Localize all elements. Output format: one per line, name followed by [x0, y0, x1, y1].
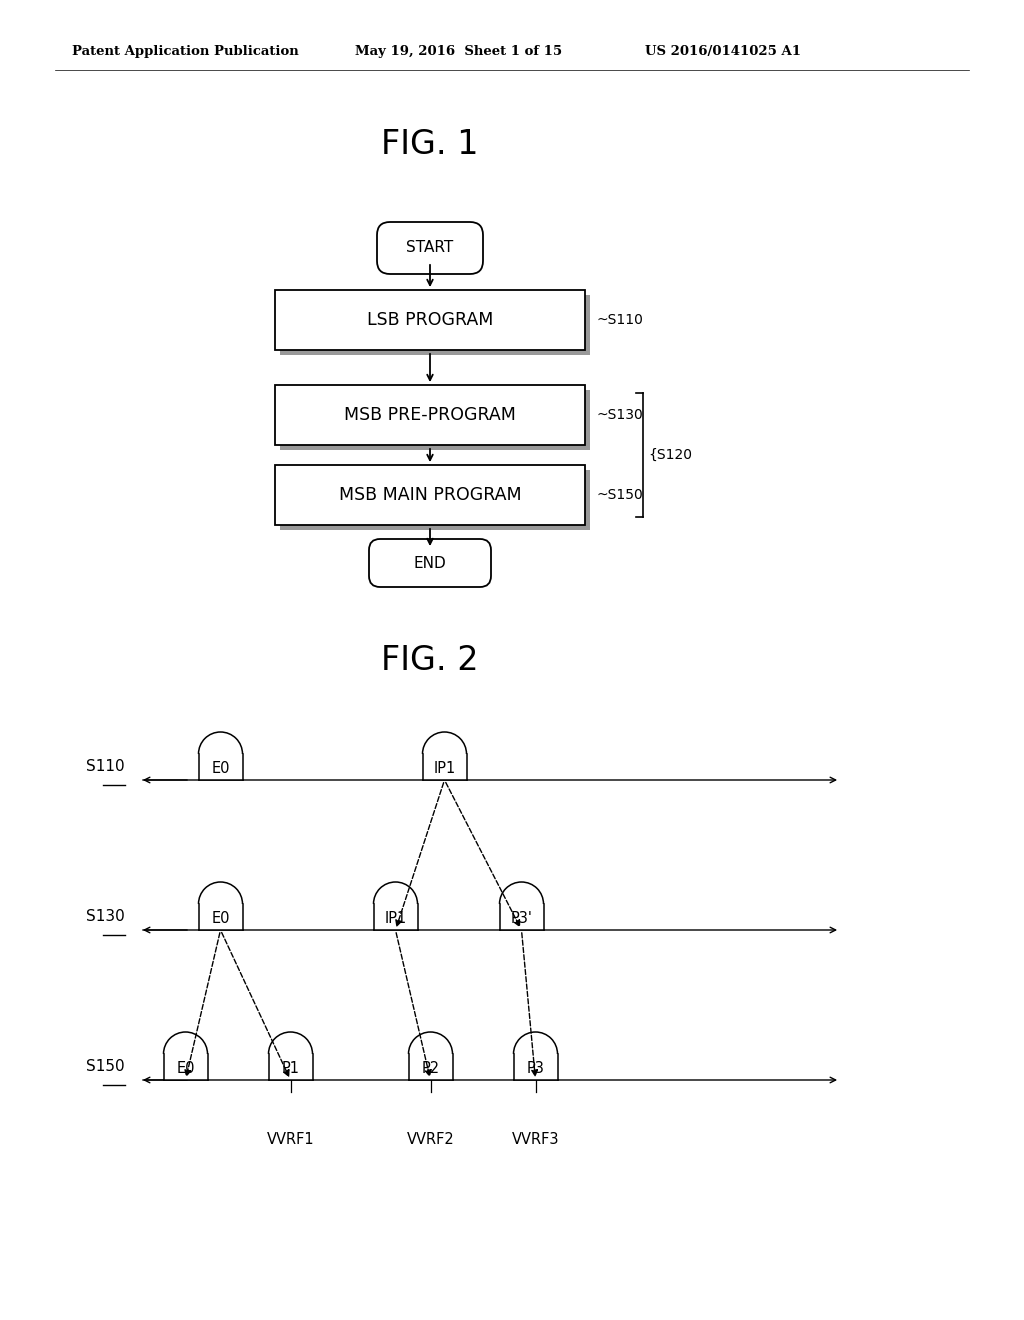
Text: E0: E0: [211, 760, 229, 776]
Text: P3: P3: [526, 1061, 545, 1076]
Text: VVRF3: VVRF3: [512, 1133, 559, 1147]
Text: FIG. 2: FIG. 2: [381, 644, 479, 676]
Text: P3': P3': [511, 911, 532, 925]
Text: VVRF2: VVRF2: [407, 1133, 455, 1147]
Text: {S120: {S120: [648, 447, 692, 462]
Text: US 2016/0141025 A1: US 2016/0141025 A1: [645, 45, 801, 58]
Text: E0: E0: [211, 911, 229, 925]
Text: MSB PRE-PROGRAM: MSB PRE-PROGRAM: [344, 407, 516, 424]
Wedge shape: [199, 733, 243, 754]
Text: E0: E0: [176, 1061, 195, 1076]
Text: May 19, 2016  Sheet 1 of 15: May 19, 2016 Sheet 1 of 15: [355, 45, 562, 58]
Bar: [280, 294, 590, 355]
Text: START: START: [407, 240, 454, 256]
Text: IP1: IP1: [433, 760, 456, 776]
Bar: [280, 470, 590, 531]
Bar: [164, 1053, 208, 1080]
Text: VVRF1: VVRF1: [266, 1133, 314, 1147]
Bar: [268, 1053, 312, 1080]
Wedge shape: [409, 1032, 453, 1053]
Wedge shape: [164, 1032, 208, 1053]
Wedge shape: [513, 1032, 557, 1053]
Wedge shape: [500, 882, 544, 904]
Bar: [199, 904, 243, 931]
Bar: [513, 1053, 557, 1080]
Wedge shape: [374, 882, 418, 904]
Bar: [275, 290, 585, 350]
Text: END: END: [414, 556, 446, 570]
Bar: [500, 904, 544, 931]
Bar: [409, 1053, 453, 1080]
Bar: [275, 465, 585, 525]
Bar: [374, 904, 418, 931]
Text: S150: S150: [86, 1059, 125, 1074]
Bar: [280, 389, 590, 450]
Bar: [423, 754, 467, 780]
Text: Patent Application Publication: Patent Application Publication: [72, 45, 299, 58]
Text: ~S150: ~S150: [597, 488, 644, 502]
Wedge shape: [199, 882, 243, 904]
Text: IP1: IP1: [384, 911, 407, 925]
Text: P1: P1: [282, 1061, 299, 1076]
Text: ~S130: ~S130: [597, 408, 644, 422]
Text: ~S110: ~S110: [597, 313, 644, 327]
Text: FIG. 1: FIG. 1: [381, 128, 479, 161]
FancyBboxPatch shape: [377, 222, 483, 275]
Text: LSB PROGRAM: LSB PROGRAM: [367, 312, 494, 329]
FancyBboxPatch shape: [369, 539, 490, 587]
Text: MSB MAIN PROGRAM: MSB MAIN PROGRAM: [339, 486, 521, 504]
Bar: [275, 385, 585, 445]
Text: S110: S110: [86, 759, 125, 774]
Bar: [199, 754, 243, 780]
Wedge shape: [268, 1032, 312, 1053]
Wedge shape: [423, 733, 467, 754]
Text: S130: S130: [86, 909, 125, 924]
Text: P2: P2: [422, 1061, 439, 1076]
